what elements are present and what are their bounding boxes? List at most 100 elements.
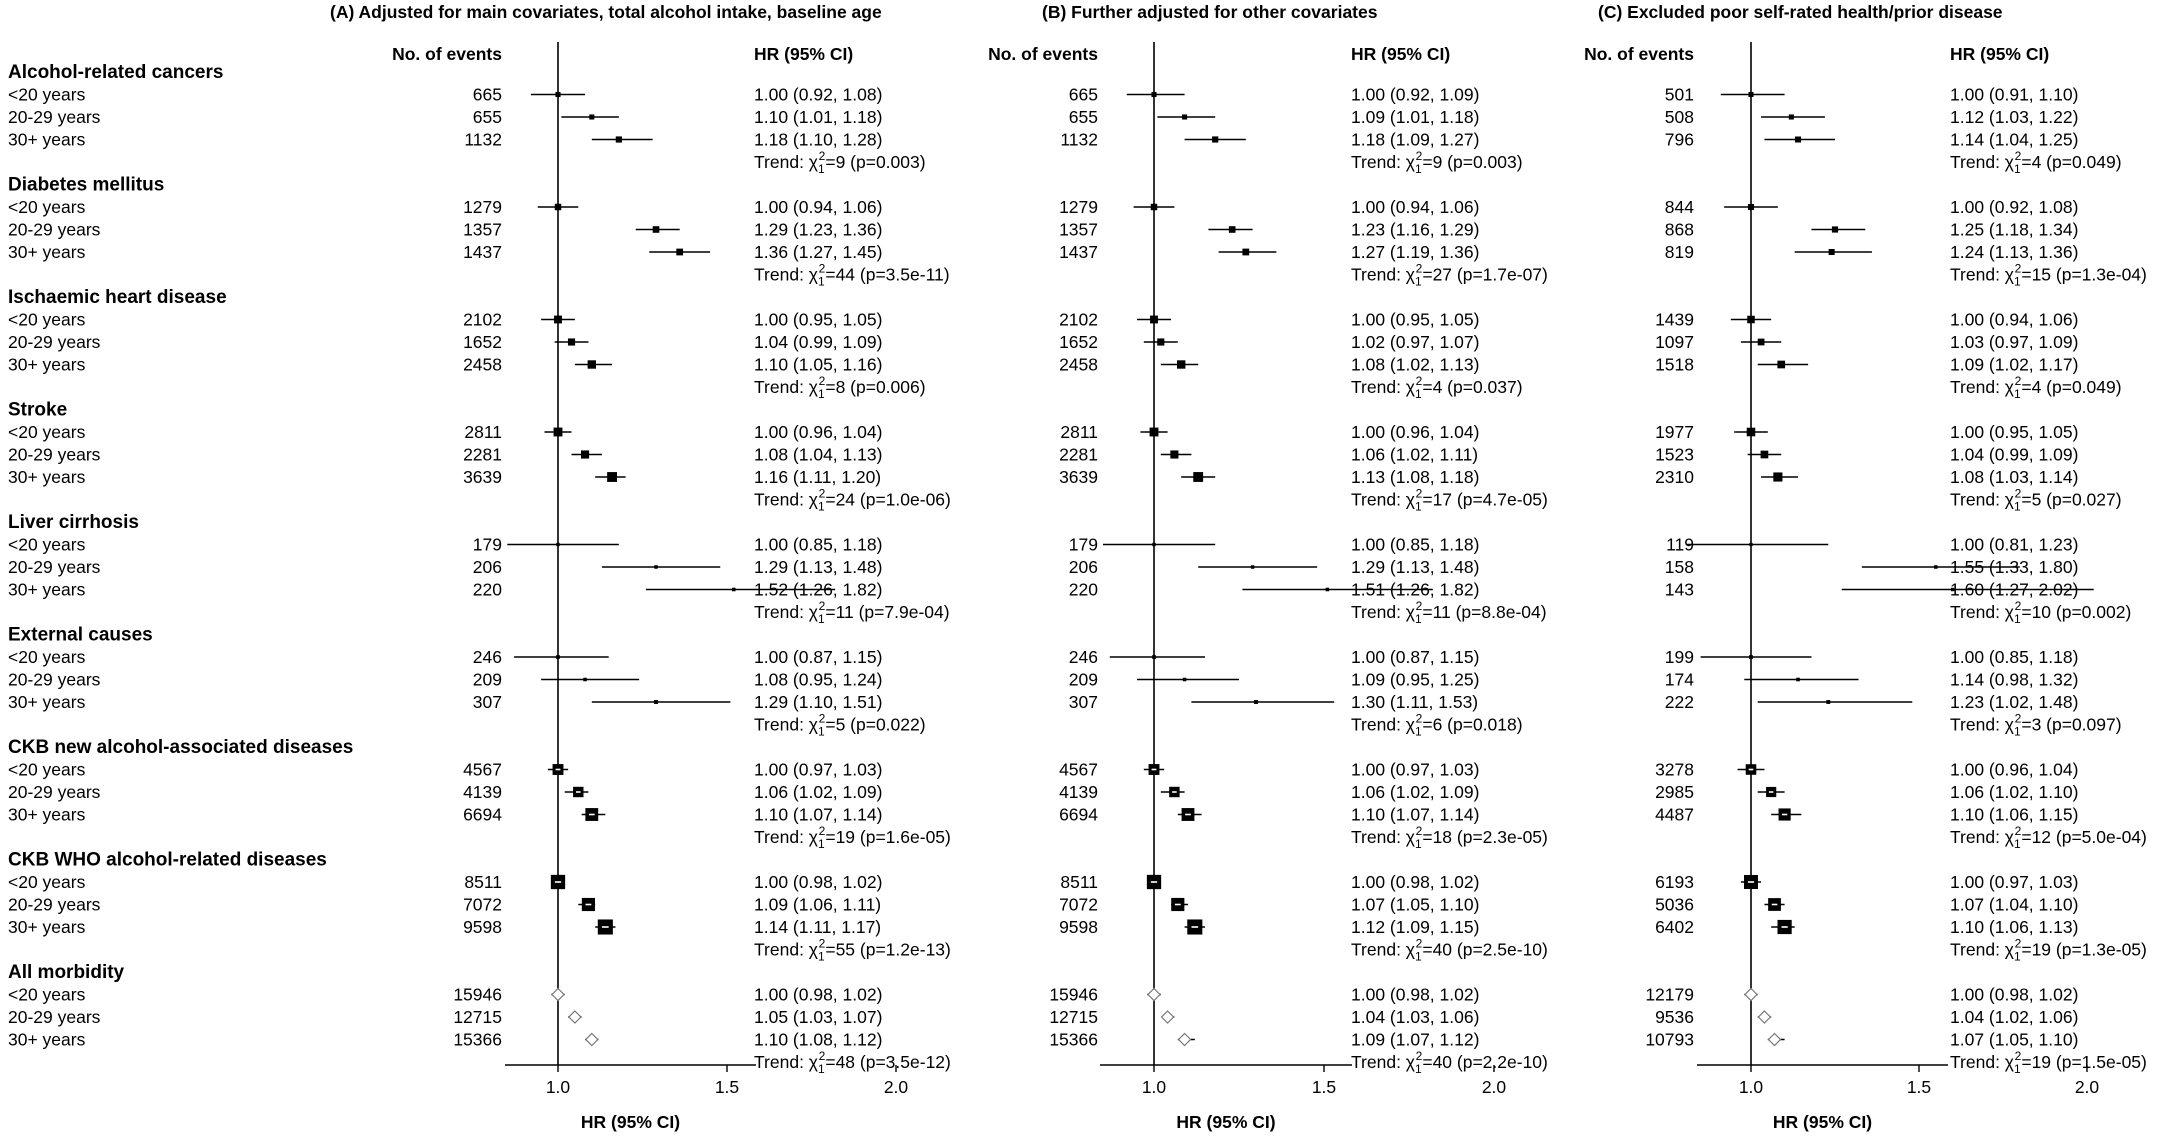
hr-header: HR (95% CI) <box>754 44 853 64</box>
row-label: <20 years <box>8 647 86 667</box>
events-value: 9536 <box>1655 1007 1694 1027</box>
hr-ci-value: 1.12 (1.03, 1.22) <box>1950 107 2078 127</box>
hr-header: HR (95% CI) <box>1351 44 1450 64</box>
events-value: 3639 <box>463 467 502 487</box>
group-label: CKB new alcohol-associated diseases <box>8 737 353 758</box>
hr-square-marker <box>1777 360 1786 369</box>
events-value: 2102 <box>463 310 502 330</box>
events-value: 1652 <box>1059 332 1098 352</box>
hr-square-marker <box>1250 565 1255 569</box>
hr-square-marker <box>1150 203 1158 211</box>
hr-square-marker <box>1177 360 1186 369</box>
hr-square-marker <box>1826 700 1831 704</box>
hr-ci-value: 1.23 (1.16, 1.29) <box>1351 220 1479 240</box>
hr-square-marker <box>1795 136 1802 143</box>
events-value: 206 <box>1069 557 1098 577</box>
hr-ci-value: 1.07 (1.05, 1.10) <box>1950 1030 2078 1050</box>
x-tick-label: 1.5 <box>1312 1077 1336 1097</box>
events-value: 1357 <box>463 220 502 240</box>
hr-square-marker <box>1242 248 1250 256</box>
trend-text: Trend: χ12=11 (p=8.8e-04) <box>1351 599 1547 626</box>
events-value: 2458 <box>1059 355 1098 375</box>
events-value: 220 <box>473 580 502 600</box>
hr-ci-value: 1.07 (1.05, 1.10) <box>1351 895 1479 915</box>
hr-square-marker <box>1749 655 1753 659</box>
hr-ci-value: 1.08 (1.02, 1.13) <box>1351 355 1479 375</box>
events-value: 15366 <box>1049 1030 1098 1050</box>
events-header: No. of events <box>1584 44 1694 64</box>
row-label: 20-29 years <box>8 557 101 577</box>
hr-ci-value: 1.09 (1.07, 1.12) <box>1351 1030 1479 1050</box>
group-label: Alcohol-related cancers <box>8 62 223 83</box>
hr-ci-value: 1.29 (1.13, 1.48) <box>754 557 882 577</box>
hr-ci-value: 1.00 (0.96, 1.04) <box>1950 760 2078 780</box>
hr-ci-value: 1.04 (0.99, 1.09) <box>754 332 882 352</box>
hr-ci-value: 1.16 (1.11, 1.20) <box>754 467 881 487</box>
hr-square-marker <box>731 587 736 592</box>
hr-ci-value: 1.00 (0.85, 1.18) <box>754 535 882 555</box>
events-value: 199 <box>1665 647 1694 667</box>
group-label: CKB WHO alcohol-related diseases <box>8 850 327 871</box>
hr-square-marker <box>580 450 590 459</box>
events-value: 819 <box>1665 242 1694 262</box>
hr-square-marker <box>1749 542 1753 547</box>
hr-ci-value: 1.09 (0.95, 1.25) <box>1351 670 1479 690</box>
x-tick-label: 2.0 <box>2075 1077 2100 1097</box>
hr-square-marker <box>607 472 618 482</box>
hr-ci-value: 1.29 (1.23, 1.36) <box>754 220 882 240</box>
hr-ci-value: 1.08 (0.95, 1.24) <box>754 670 882 690</box>
group-label: Ischaemic heart disease <box>8 287 227 308</box>
trend-text: Trend: χ12=12 (p=5.0e-04) <box>1950 824 2147 851</box>
hr-square-marker <box>654 700 658 704</box>
trend-text: Trend: χ12=44 (p=3.5e-11) <box>754 262 950 289</box>
hr-ci-value: 1.00 (0.98, 1.02) <box>754 872 882 892</box>
hr-square-marker <box>1788 114 1794 120</box>
hr-square-marker <box>1796 677 1800 682</box>
hr-square-marker <box>1182 114 1188 120</box>
group-label: Stroke <box>8 400 67 421</box>
events-value: 2985 <box>1655 782 1694 802</box>
hr-ci-value: 1.00 (0.96, 1.04) <box>754 422 882 442</box>
hr-diamond-marker <box>1744 987 1758 1002</box>
hr-ci-value: 1.10 (1.05, 1.16) <box>754 355 882 375</box>
events-value: 246 <box>473 647 502 667</box>
events-value: 1279 <box>1059 197 1098 217</box>
hr-ci-value: 1.00 (0.97, 1.03) <box>1950 872 2078 892</box>
hr-square-marker <box>1151 91 1157 98</box>
events-value: 12715 <box>453 1007 502 1027</box>
events-value: 143 <box>1665 580 1694 600</box>
hr-ci-value: 1.06 (1.02, 1.09) <box>754 782 882 802</box>
hr-square-marker <box>1152 655 1156 659</box>
events-value: 2811 <box>464 422 502 442</box>
trend-text: Trend: χ12=4 (p=0.049) <box>1950 374 2122 401</box>
x-tick-label: 1.5 <box>1907 1077 1931 1097</box>
hr-ci-value: 1.00 (0.97, 1.03) <box>1351 760 1479 780</box>
hr-square-marker <box>554 203 562 211</box>
events-value: 3278 <box>1655 760 1694 780</box>
hr-ci-value: 1.00 (0.87, 1.15) <box>754 647 882 667</box>
events-value: 4139 <box>1059 782 1098 802</box>
hr-square-marker <box>587 360 596 369</box>
trend-text: Trend: χ12=3 (p=0.097) <box>1950 712 2122 739</box>
hr-ci-value: 1.00 (0.87, 1.15) <box>1351 647 1479 667</box>
hr-ci-value: 1.05 (1.03, 1.07) <box>754 1007 882 1027</box>
events-value: 6193 <box>1655 872 1694 892</box>
hr-diamond-marker <box>1757 1010 1772 1024</box>
hr-square-marker <box>1157 338 1165 346</box>
hr-diamond-marker <box>1147 987 1161 1002</box>
events-value: 1097 <box>1655 332 1694 352</box>
events-value: 307 <box>473 692 502 712</box>
hr-ci-value: 1.00 (0.92, 1.08) <box>754 85 882 105</box>
events-value: 844 <box>1665 197 1694 217</box>
events-value: 1279 <box>463 197 502 217</box>
hr-ci-value: 1.29 (1.10, 1.51) <box>754 692 882 712</box>
panel-a: (A) Adjusted for main covariates, total … <box>330 2 951 1132</box>
events-value: 15946 <box>453 985 502 1005</box>
events-value: 508 <box>1665 107 1694 127</box>
hr-square-marker <box>1325 587 1330 592</box>
events-value: 1357 <box>1059 220 1098 240</box>
hr-square-marker <box>555 91 561 98</box>
hr-ci-value: 1.10 (1.06, 1.15) <box>1950 805 2078 825</box>
hr-diamond-marker <box>1160 1010 1175 1024</box>
hr-ci-value: 1.00 (0.92, 1.09) <box>1351 85 1479 105</box>
